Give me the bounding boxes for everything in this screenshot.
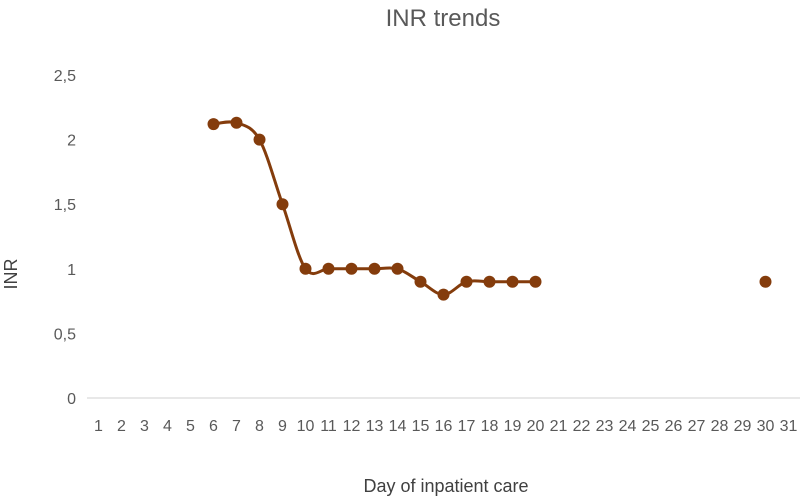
x-tick-label: 31 [780,418,798,435]
data-point [460,275,473,288]
x-tick-label: 16 [435,418,453,435]
data-point [506,275,519,288]
x-tick-label: 22 [573,418,591,435]
data-point [230,116,243,129]
x-tick-label: 18 [481,418,499,435]
data-points [207,116,772,301]
data-point [759,275,772,288]
data-point [483,275,496,288]
data-point [368,262,381,275]
y-tick-label: 2,5 [54,68,76,85]
data-point [529,275,542,288]
x-tick-label: 3 [140,418,149,435]
x-tick-label: 29 [734,418,752,435]
x-tick-labels: 1 2 3 4 5 6 7 8 9 10 11 12 13 14 15 16 17 18 19 20 21 22 23 24 2… [94,418,797,435]
x-tick-label: 20 [527,418,545,435]
x-tick-label: 21 [550,418,568,435]
x-tick-label: 10 [297,418,315,435]
x-tick-label: 17 [458,418,476,435]
x-tick-label: 14 [389,418,407,435]
x-tick-label: 9 [278,418,287,435]
chart-title: INR trends [386,5,501,32]
x-tick-label: 30 [757,418,775,435]
x-tick-label: 13 [366,418,384,435]
x-tick-label: 2 [117,418,126,435]
x-tick-label: 6 [209,418,218,435]
y-tick-label: 1 [67,262,76,279]
x-tick-label: 12 [343,418,361,435]
data-point [253,133,266,146]
x-tick-label: 27 [688,418,706,435]
data-point [276,198,289,211]
x-tick-label: 8 [255,418,264,435]
x-tick-label: 5 [186,418,195,435]
x-tick-label: 23 [596,418,614,435]
y-tick-labels: 0 0,5 1 1,5 2 2,5 [54,68,76,408]
y-tick-label: 2 [67,133,76,150]
data-point [345,262,358,275]
x-tick-label: 15 [412,418,430,435]
x-tick-label: 4 [163,418,172,435]
x-tick-label: 24 [619,418,637,435]
x-axis-label: Day of inpatient care [363,476,528,496]
x-tick-label: 19 [504,418,522,435]
x-tick-label: 26 [665,418,683,435]
data-point [322,262,335,275]
x-tick-label: 28 [711,418,729,435]
x-tick-label: 25 [642,418,660,435]
data-point [299,262,312,275]
data-point [207,118,220,131]
x-tick-label: 11 [320,418,337,435]
data-point [437,288,450,301]
y-tick-label: 1,5 [54,197,76,214]
y-tick-label: 0 [67,391,76,408]
x-tick-label: 7 [232,418,241,435]
y-tick-label: 0,5 [54,326,76,343]
data-point [414,275,427,288]
x-tick-label: 1 [94,418,103,435]
data-point [391,262,404,275]
y-axis-label: INR [1,259,21,290]
